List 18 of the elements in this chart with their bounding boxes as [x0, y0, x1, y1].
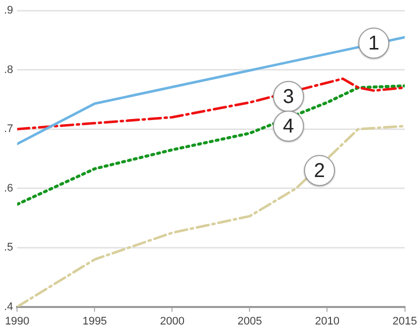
y-tick-label: .7: [4, 123, 14, 136]
x-tick-label: 1995: [82, 315, 107, 328]
x-tick-label: 1990: [4, 315, 30, 328]
annotation: 2: [314, 160, 326, 182]
annotation: 1: [368, 32, 380, 55]
y-tick-label: .5: [4, 242, 14, 254]
y-tick-label: .8: [4, 64, 14, 76]
y-tick-label: .6: [4, 182, 14, 194]
x-tick-label: 2010: [315, 315, 340, 328]
x-tick-label: 2015: [392, 315, 418, 328]
y-tick-label: .4: [4, 300, 14, 313]
line-series: [17, 77, 405, 130]
y-tick-label: .9: [4, 4, 14, 17]
x-tick-label: 2005: [237, 315, 262, 328]
annotation: 4: [282, 116, 294, 138]
x-tick-label: 2000: [160, 315, 184, 328]
line-series: [17, 84, 405, 206]
annotation: 3: [282, 86, 294, 108]
